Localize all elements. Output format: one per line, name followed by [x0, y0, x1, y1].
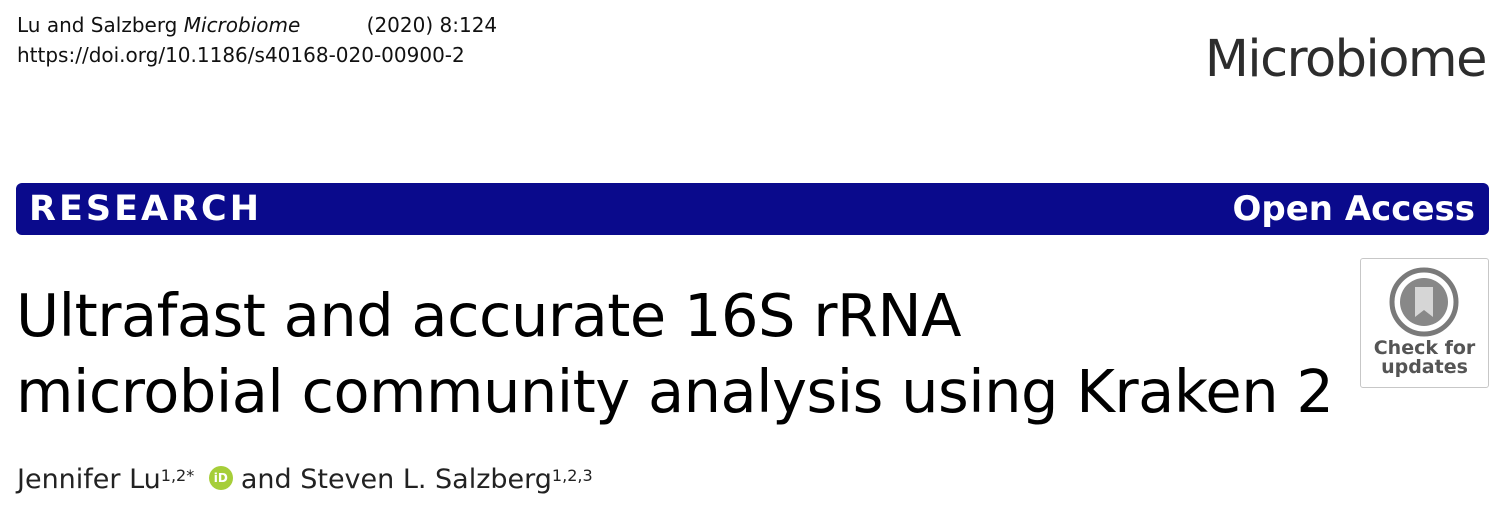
citation-year-volume: (2020) 8:124 — [366, 13, 498, 37]
citation-journal: Microbiome — [183, 13, 301, 37]
title-line-1: Ultrafast and accurate 16S rRNA — [16, 281, 961, 350]
author-list: Jennifer Lu1,2* iD and Steven L. Salzberg… — [17, 462, 593, 498]
check-for-updates-line-1: Check for — [1373, 337, 1476, 359]
article-type-label: RESEARCH — [29, 189, 262, 229]
author-affiliation: 1,2,3 — [551, 466, 593, 485]
doi-link[interactable]: https://doi.org/10.1186/s40168-020-00900… — [17, 43, 465, 67]
article-title: Ultrafast and accurate 16S rRNA microbia… — [16, 278, 1336, 430]
author-name[interactable]: Steven L. Salzberg — [300, 464, 552, 495]
author-name[interactable]: Jennifer Lu — [17, 464, 161, 495]
check-for-updates-label: Check for updates — [1361, 339, 1488, 377]
open-access-label: Open Access — [1232, 189, 1476, 229]
citation-block: Lu and Salzberg Microbiome (2020) 8:124 … — [17, 10, 497, 70]
crossmark-bookmark-icon — [1389, 267, 1459, 337]
article-type-banner: RESEARCH Open Access — [16, 183, 1489, 235]
author-connector: and — [240, 464, 292, 495]
title-line-2: microbial community analysis using Krake… — [16, 357, 1334, 426]
check-for-updates-line-2: updates — [1381, 356, 1468, 378]
journal-logo: Microbiome — [1204, 30, 1488, 89]
citation-line: Lu and Salzberg Microbiome (2020) 8:124 — [17, 10, 497, 40]
author-affiliation: 1,2* — [160, 466, 195, 485]
check-for-updates-button[interactable]: Check for updates — [1360, 258, 1489, 388]
orcid-icon[interactable]: iD — [208, 465, 233, 490]
citation-authors: Lu and Salzberg — [17, 13, 178, 37]
